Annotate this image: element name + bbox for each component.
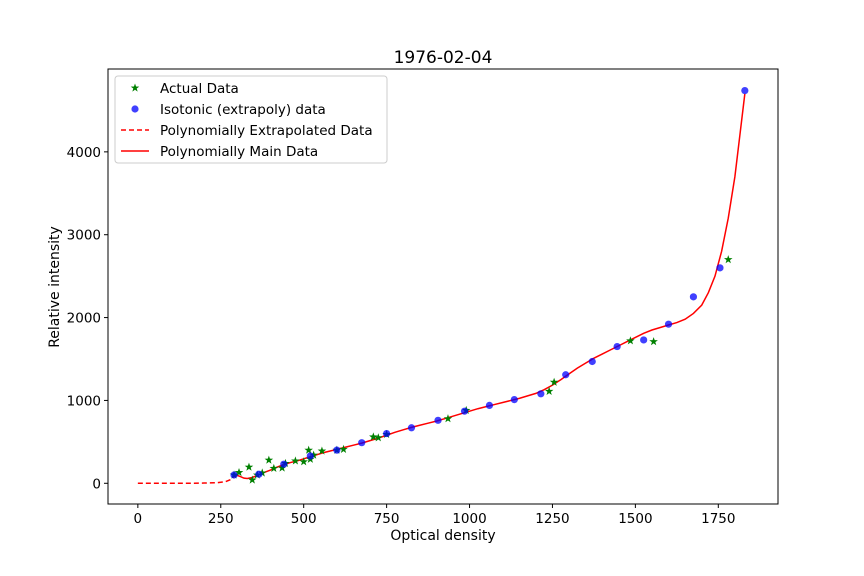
- data-point-star: [369, 432, 378, 441]
- y-tick-label: 0: [92, 476, 101, 492]
- x-tick-label: 500: [291, 511, 317, 527]
- y-axis-label: Relative intensity: [47, 226, 63, 348]
- legend-circle-marker: [131, 105, 139, 113]
- data-point-circle: [358, 439, 366, 447]
- y-tick-label: 3000: [67, 228, 101, 244]
- y-tick-label: 4000: [67, 145, 101, 161]
- y-tick-label: 1000: [67, 393, 101, 409]
- data-point-star: [723, 255, 733, 264]
- x-tick-label: 1750: [701, 511, 735, 527]
- x-tick-label: 1250: [535, 511, 569, 527]
- series-line: [137, 476, 235, 485]
- data-point-star: [649, 337, 658, 346]
- points-layer: [229, 86, 749, 484]
- chart-title: 1976-02-04: [394, 48, 493, 68]
- data-point-star: [626, 336, 635, 345]
- data-point-star: [269, 463, 279, 473]
- data-point-star: [374, 433, 383, 442]
- data-point-star: [234, 468, 244, 477]
- data-point-star: [299, 457, 308, 466]
- data-point-circle: [588, 357, 596, 366]
- data-point-circle: [537, 390, 545, 398]
- data-point-circle: [562, 371, 570, 379]
- data-point-circle: [485, 401, 494, 409]
- x-tick-label: 1500: [618, 511, 652, 527]
- data-point-star: [339, 444, 348, 453]
- data-point-star: [549, 377, 559, 386]
- legend-box: [114, 75, 388, 164]
- x-axis-label: Optical density: [390, 528, 495, 544]
- data-point-circle: [255, 470, 263, 478]
- data-point-star: [304, 445, 313, 454]
- data-point-circle: [383, 429, 391, 438]
- data-point-star: [248, 475, 257, 484]
- x-axis: 0 250 500 750 1000 1250 1500 1750: [134, 504, 735, 527]
- data-point-circle: [664, 320, 673, 328]
- data-point-star: [257, 468, 267, 477]
- data-point-circle: [434, 416, 442, 424]
- y-tick-label: 2000: [67, 311, 101, 327]
- data-point-circle: [280, 460, 288, 468]
- data-point-circle: [613, 342, 621, 351]
- data-point-circle: [510, 396, 518, 404]
- data-point-star: [544, 386, 554, 395]
- data-point-circle: [741, 86, 749, 95]
- legend-label: Polynomially Extrapolated Data: [160, 123, 373, 139]
- legend-label: Actual Data: [160, 81, 239, 97]
- x-tick-label: 750: [374, 511, 400, 527]
- data-point-circle: [333, 446, 341, 454]
- legend-label: Polynomially Main Data: [160, 144, 318, 160]
- legend: Actual Data Isotonic (extrapoly) data Poly…: [114, 75, 388, 164]
- data-point-circle: [640, 336, 648, 344]
- data-point-star: [264, 455, 274, 464]
- data-point-circle: [407, 424, 416, 432]
- data-point-circle: [716, 264, 724, 272]
- y-axis: 0 1000 2000 3000 4000: [67, 145, 108, 492]
- data-point-circle: [306, 452, 314, 460]
- data-point-star: [277, 463, 287, 472]
- data-point-circle: [230, 471, 238, 479]
- data-point-star: [317, 446, 327, 455]
- data-point-circle: [689, 293, 698, 301]
- x-tick-label: 0: [134, 511, 143, 527]
- data-point-star: [291, 456, 300, 465]
- data-point-star: [443, 414, 453, 423]
- data-point-star: [244, 462, 254, 471]
- legend-label: Isotonic (extrapoly) data: [160, 102, 326, 118]
- x-tick-label: 250: [208, 511, 234, 527]
- data-point-circle: [460, 407, 469, 415]
- legend-star-marker: [130, 83, 140, 92]
- x-tick-label: 1000: [452, 511, 486, 527]
